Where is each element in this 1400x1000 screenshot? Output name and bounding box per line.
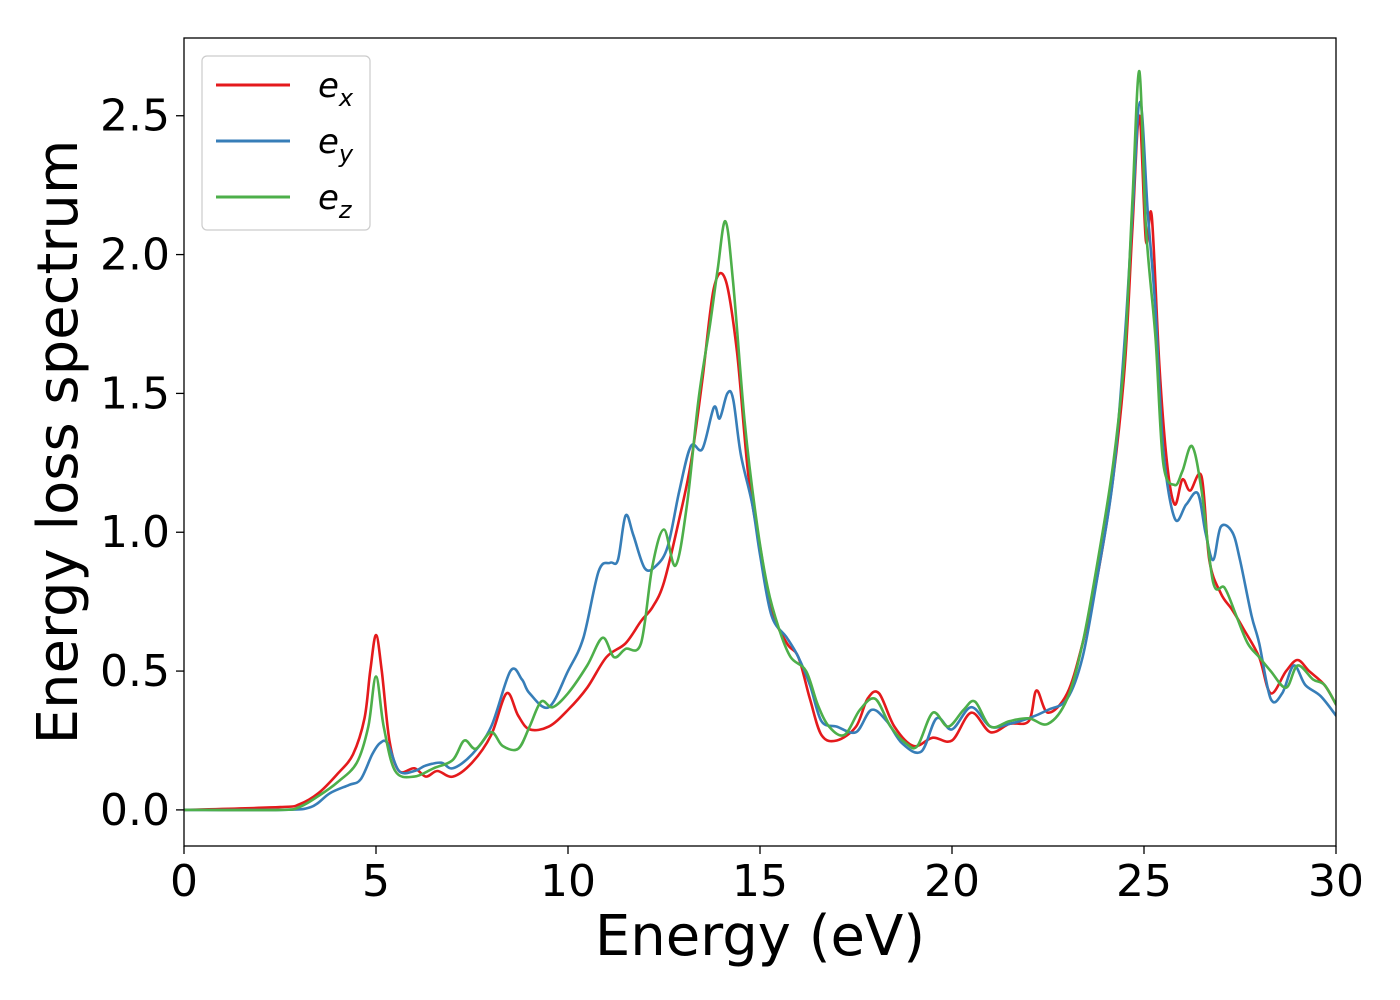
legend-box: [201, 55, 371, 231]
y-tick-label: 0.0: [100, 785, 170, 836]
y-tick-label: 0.5: [100, 646, 170, 697]
y-axis: 0.0 0.5 1.0 1.5 2.0 2.5: [100, 91, 184, 836]
y-tick-label: 1.5: [100, 368, 170, 419]
x-tick-label: 15: [732, 856, 788, 907]
legend-label: ez: [318, 178, 353, 224]
y-tick-label: 2.5: [100, 91, 170, 142]
y-tick-label: 1.0: [100, 507, 170, 558]
x-tick-label: 0: [170, 856, 198, 907]
x-tick-label: 10: [540, 856, 596, 907]
legend: ex ey ez: [201, 55, 371, 231]
x-axis: 0 5 10 15 20 25 30: [170, 846, 1364, 907]
x-tick-label: 20: [924, 856, 980, 907]
x-tick-label: 25: [1116, 856, 1172, 907]
series-line-e-z: [184, 69, 1336, 812]
x-tick-label: 30: [1308, 856, 1364, 907]
legend-label: ey: [318, 122, 354, 168]
series-line-e-y: [184, 100, 1336, 812]
legend-label: ex: [318, 66, 354, 112]
series-layer: [184, 69, 1336, 812]
y-axis-label: Energy loss spectrum: [26, 140, 91, 745]
plot-frame: [183, 37, 1337, 847]
y-tick-label: 2.0: [100, 230, 170, 281]
x-tick-label: 5: [362, 856, 390, 907]
x-axis-label: Energy (eV): [595, 904, 925, 969]
series-line-e-x: [184, 114, 1336, 812]
